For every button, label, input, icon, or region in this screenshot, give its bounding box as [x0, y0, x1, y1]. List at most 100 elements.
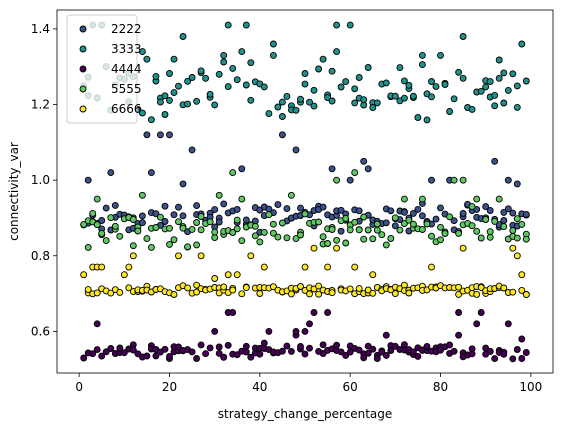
data-point-2222 — [138, 219, 146, 227]
data-point-5555 — [491, 217, 499, 225]
data-point-2222 — [274, 201, 282, 209]
data-point-2222 — [513, 180, 521, 188]
data-point-3333 — [220, 51, 228, 59]
data-point-5555 — [391, 214, 399, 222]
data-point-3333 — [319, 55, 327, 63]
data-point-4444 — [80, 354, 88, 362]
data-point-3333 — [491, 91, 499, 99]
data-point-3333 — [369, 104, 377, 112]
data-point-3333 — [428, 78, 435, 85]
data-point-3333 — [297, 95, 304, 103]
data-point-2222 — [161, 218, 169, 225]
data-point-6666 — [184, 284, 192, 292]
data-point-5555 — [437, 236, 444, 244]
data-point-6666 — [522, 291, 530, 299]
data-point-4444 — [324, 309, 332, 316]
x-tick-label: 40 — [252, 380, 267, 394]
data-point-5555 — [166, 224, 173, 232]
data-point-4444 — [129, 346, 137, 354]
legend-marker — [79, 105, 87, 113]
data-point-3333 — [260, 83, 268, 91]
data-point-3333 — [351, 99, 359, 107]
data-point-4444 — [364, 349, 372, 357]
data-point-5555 — [129, 242, 137, 250]
data-point-6666 — [315, 282, 323, 290]
data-point-6666 — [120, 271, 128, 279]
data-point-5555 — [152, 224, 160, 231]
y-tick-label: 1.4 — [31, 22, 50, 36]
data-point-6666 — [107, 289, 115, 297]
data-point-4444 — [518, 335, 526, 343]
data-point-4444 — [193, 355, 201, 362]
data-point-6666 — [238, 290, 246, 298]
data-point-2222 — [450, 217, 458, 225]
data-point-6666 — [306, 290, 313, 298]
data-point-5555 — [346, 226, 354, 234]
data-point-2222 — [486, 207, 494, 214]
data-point-5555 — [147, 243, 155, 251]
data-point-3333 — [274, 103, 282, 111]
data-point-3333 — [170, 89, 178, 97]
y-tick-label: 0.6 — [31, 324, 50, 338]
data-point-3333 — [301, 70, 309, 77]
data-point-2222 — [504, 205, 512, 213]
data-point-3333 — [455, 68, 463, 76]
data-point-6666 — [509, 288, 517, 296]
x-axis-label: strategy_change_percentage — [218, 407, 393, 421]
data-point-6666 — [324, 263, 332, 271]
data-point-3333 — [224, 21, 232, 29]
data-point-5555 — [287, 191, 295, 199]
data-point-4444 — [382, 351, 390, 359]
data-point-2222 — [193, 202, 201, 210]
data-point-3333 — [197, 67, 205, 75]
data-point-4444 — [233, 351, 241, 359]
data-point-3333 — [500, 99, 508, 107]
data-point-3333 — [278, 98, 286, 106]
data-point-5555 — [477, 234, 485, 242]
data-point-5555 — [351, 218, 359, 226]
data-point-3333 — [428, 93, 435, 101]
data-point-3333 — [269, 51, 277, 59]
data-point-2222 — [337, 227, 345, 235]
data-point-4444 — [265, 327, 273, 335]
data-point-5555 — [400, 195, 408, 203]
data-point-3333 — [360, 96, 368, 104]
data-point-2222 — [143, 131, 151, 139]
data-point-5555 — [360, 235, 368, 243]
data-point-2222 — [156, 131, 164, 139]
data-point-3333 — [477, 87, 485, 95]
data-point-5555 — [197, 213, 205, 221]
data-point-5555 — [473, 227, 481, 235]
data-point-4444 — [333, 341, 341, 349]
data-point-3333 — [482, 83, 490, 91]
data-point-2222 — [491, 157, 499, 165]
data-point-5555 — [500, 223, 508, 231]
data-point-3333 — [418, 61, 426, 69]
data-point-3333 — [143, 55, 151, 63]
data-point-5555 — [260, 228, 268, 236]
data-point-6666 — [197, 252, 205, 260]
data-point-6666 — [459, 244, 467, 252]
legend-label: 3333 — [111, 42, 142, 56]
data-point-5555 — [233, 225, 241, 233]
data-point-2222 — [409, 209, 417, 217]
data-point-6666 — [405, 289, 413, 297]
data-point-6666 — [351, 263, 359, 271]
data-point-4444 — [152, 352, 160, 360]
data-point-5555 — [378, 231, 386, 239]
data-point-3333 — [468, 105, 476, 113]
data-point-5555 — [188, 225, 196, 233]
data-point-4444 — [369, 345, 377, 353]
data-point-4444 — [423, 342, 431, 350]
y-axis-label: connectivity_var — [7, 142, 21, 241]
data-point-4444 — [197, 341, 205, 349]
data-point-3333 — [391, 92, 399, 100]
data-point-3333 — [513, 82, 521, 90]
data-point-3333 — [486, 78, 494, 86]
data-point-5555 — [170, 236, 178, 244]
data-point-3333 — [346, 21, 354, 29]
data-point-3333 — [310, 86, 318, 94]
data-point-4444 — [215, 343, 223, 351]
data-point-4444 — [102, 348, 110, 356]
data-point-6666 — [518, 286, 526, 294]
